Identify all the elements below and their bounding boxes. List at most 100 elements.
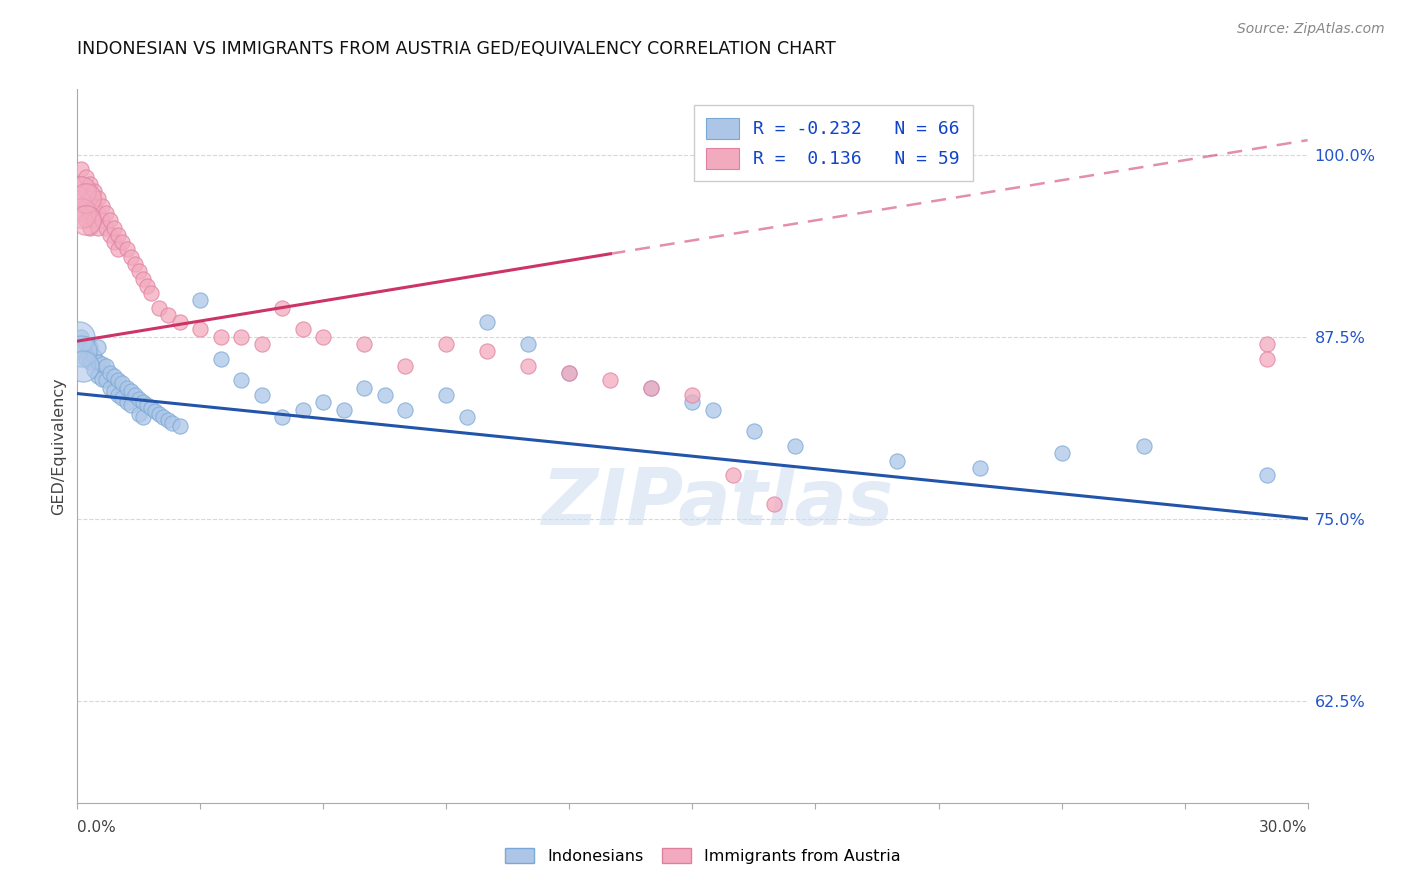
- Point: [152, 409, 174, 424]
- Point: [70, 344, 93, 359]
- Point: [120, 398, 142, 412]
- Point: [1132, 439, 1154, 453]
- Point: [83, 213, 105, 227]
- Point: [132, 271, 155, 285]
- Point: [1256, 337, 1278, 351]
- Point: [79, 354, 101, 368]
- Point: [763, 497, 786, 511]
- Point: [87, 354, 110, 368]
- Point: [517, 359, 540, 373]
- Point: [141, 401, 163, 416]
- Point: [98, 227, 121, 242]
- Point: [128, 264, 150, 278]
- Text: 30.0%: 30.0%: [1260, 821, 1308, 835]
- Point: [353, 381, 375, 395]
- Point: [87, 191, 110, 205]
- Point: [103, 220, 125, 235]
- Point: [160, 416, 183, 430]
- Point: [83, 349, 105, 363]
- Point: [75, 191, 97, 205]
- Point: [136, 398, 159, 412]
- Point: [271, 409, 294, 424]
- Point: [374, 388, 396, 402]
- Point: [115, 395, 138, 409]
- Text: Source: ZipAtlas.com: Source: ZipAtlas.com: [1237, 22, 1385, 37]
- Point: [120, 250, 142, 264]
- Point: [477, 315, 499, 329]
- Point: [333, 402, 356, 417]
- Point: [94, 220, 117, 235]
- Point: [79, 206, 101, 220]
- Point: [75, 351, 97, 366]
- Point: [103, 369, 125, 384]
- Point: [83, 184, 105, 198]
- Y-axis label: GED/Equivalency: GED/Equivalency: [51, 377, 66, 515]
- Point: [969, 460, 991, 475]
- Point: [1050, 446, 1073, 460]
- Point: [94, 359, 117, 373]
- Point: [132, 409, 155, 424]
- Point: [70, 162, 93, 177]
- Point: [783, 439, 806, 453]
- Point: [90, 199, 114, 213]
- Point: [394, 402, 416, 417]
- Point: [98, 381, 121, 395]
- Point: [143, 404, 166, 418]
- Point: [702, 402, 724, 417]
- Point: [128, 407, 150, 421]
- Point: [79, 220, 101, 235]
- Point: [107, 374, 129, 388]
- Point: [231, 374, 253, 388]
- Point: [111, 235, 134, 249]
- Point: [79, 191, 101, 205]
- Point: [72, 359, 94, 373]
- Point: [107, 388, 129, 402]
- Point: [477, 344, 499, 359]
- Point: [141, 286, 163, 301]
- Point: [83, 199, 105, 213]
- Point: [98, 366, 121, 380]
- Point: [124, 388, 146, 402]
- Point: [136, 278, 159, 293]
- Point: [94, 206, 117, 220]
- Point: [640, 381, 662, 395]
- Point: [436, 388, 458, 402]
- Point: [558, 366, 581, 380]
- Point: [120, 384, 142, 398]
- Legend: R = -0.232   N = 66, R =  0.136   N = 59: R = -0.232 N = 66, R = 0.136 N = 59: [693, 105, 973, 181]
- Point: [107, 227, 129, 242]
- Point: [640, 381, 662, 395]
- Point: [558, 366, 581, 380]
- Point: [148, 407, 170, 421]
- Point: [111, 391, 134, 405]
- Point: [70, 177, 93, 191]
- Point: [128, 392, 150, 407]
- Point: [291, 322, 314, 336]
- Point: [87, 220, 110, 235]
- Point: [70, 330, 93, 344]
- Point: [723, 468, 745, 483]
- Point: [456, 409, 478, 424]
- Point: [75, 337, 97, 351]
- Point: [75, 213, 97, 227]
- Point: [70, 344, 93, 359]
- Point: [98, 213, 121, 227]
- Point: [682, 395, 704, 409]
- Point: [90, 213, 114, 227]
- Point: [70, 206, 93, 220]
- Point: [79, 340, 101, 354]
- Point: [312, 330, 335, 344]
- Point: [115, 381, 138, 395]
- Point: [94, 374, 117, 388]
- Point: [312, 395, 335, 409]
- Point: [599, 374, 621, 388]
- Point: [75, 169, 97, 184]
- Point: [742, 425, 765, 439]
- Point: [148, 301, 170, 315]
- Point: [291, 402, 314, 417]
- Point: [115, 243, 138, 257]
- Point: [156, 308, 179, 322]
- Point: [107, 243, 129, 257]
- Point: [75, 184, 97, 198]
- Point: [156, 413, 179, 427]
